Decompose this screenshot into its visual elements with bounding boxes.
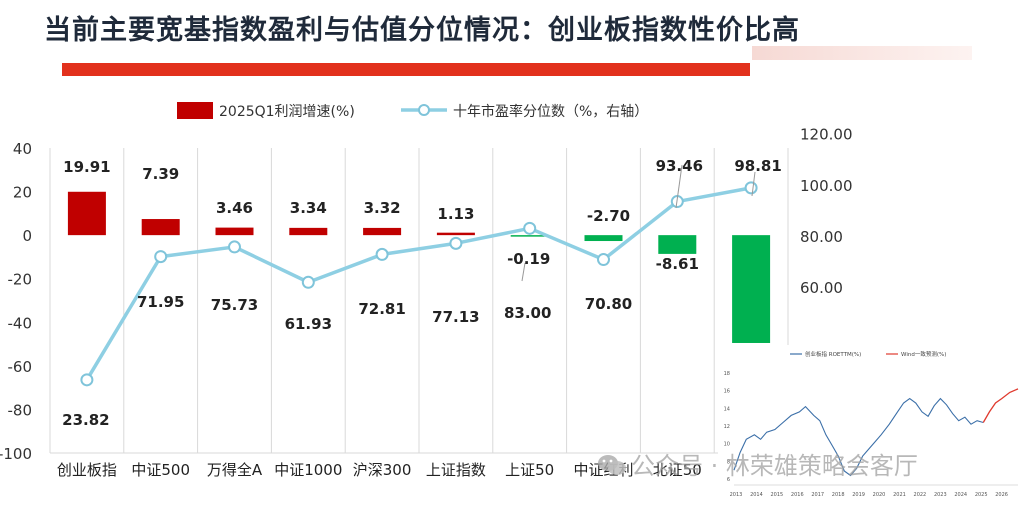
inset-x-tick-label: 2026 [995,492,1008,498]
left-axis-tick-label: 40 [13,140,32,158]
left-axis-tick-label: 20 [13,184,32,202]
line-point [375,247,389,261]
line-data-label: 72.81 [358,300,405,318]
label-leader-line [521,262,526,282]
watermark: 公众号 · 林荣雄策略会客厅 [597,446,918,481]
category-label: 北证50 [653,461,702,479]
inset-y-tick-label: 6 [727,477,730,483]
category-label: 沪深300 [353,461,412,479]
inset-x-tick-label: 2016 [791,492,804,498]
bar [363,227,402,236]
bar [658,235,697,254]
inset-y-tick-label: 16 [724,389,730,395]
left-axis-tick-label: 0 [22,227,32,245]
left-axis-tick-label: -100 [0,445,32,463]
inset-roe-line [733,397,984,477]
inset-x-tick-label: 2023 [934,492,947,498]
left-axis-tick-label: -40 [8,314,33,332]
category-label: 中证1000 [274,461,342,479]
right-axis-tick-label: 80.00 [800,228,843,246]
title-underline-bar [62,63,750,76]
line-series [85,186,752,381]
inset-x-tick-label: 2025 [975,492,988,498]
inset-legend-label: Wind一致预测(%) [901,350,946,358]
inset-forecast-line [982,388,1019,423]
category-label: 中证500 [131,461,190,479]
line-point [228,240,241,254]
line-data-label: 93.46 [656,157,703,175]
inset-x-tick-label: 2022 [914,492,927,498]
category-label: 创业板指 [57,461,117,479]
wechat-icon [598,455,626,475]
bar [141,219,180,236]
right-axis-tick-label: 60.00 [800,279,843,297]
line-data-label: 77.13 [432,308,479,326]
category-label: 万得全A [207,461,263,479]
line-data-label: 61.93 [285,315,332,333]
inset-x-tick-label: 2017 [811,492,824,498]
bar [584,235,623,242]
label-leader-line [751,171,756,197]
line-point [523,221,537,235]
line-data-label: 71.95 [137,293,184,311]
bar [732,235,771,343]
left-axis-tick-label: -80 [8,401,33,419]
bar-data-label: 3.32 [364,199,401,217]
line-point [301,275,315,289]
label-leader-line [675,164,683,209]
bar-data-label: 3.46 [216,199,253,217]
category-label: 上证指数 [426,461,486,479]
left-axis-tick-label: -60 [8,358,33,376]
inset-x-tick-label: 2013 [730,492,743,498]
line-data-label: 23.82 [62,411,109,429]
right-axis-tick-label: 100.00 [800,177,853,195]
legend-bar-swatch [177,102,213,119]
bar-data-label: 1.13 [437,205,474,223]
bar [67,191,106,236]
inset-roe-chart: 18 16 14 12 10 8 6 2013 2014 2015 2016 2017 2018 2019… [718,345,1024,503]
line-point [744,181,758,195]
legend-line-marker [418,104,430,116]
inset-y-tick-label: 12 [724,424,730,430]
line-data-label: 75.73 [211,296,258,314]
bar [436,232,475,236]
watermark-text: 公众号 · 林荣雄策略会客厅 [631,452,918,480]
line-data-label: 70.80 [585,295,632,313]
bar-data-label: 7.39 [142,165,179,183]
legend-bar-label: 2025Q1利润增速(%) [219,104,355,120]
title-accent-fade [752,46,972,60]
line-point [80,373,94,387]
category-label: 上证50 [505,461,554,479]
line-point [449,236,463,250]
line-point [597,253,610,267]
page-title: 当前主要宽基指数盈利与估值分位情况：创业板指数性价比高 [44,15,800,46]
bar-data-label: -8.61 [656,255,699,273]
line-data-label: 98.81 [734,157,781,175]
right-axis-tick-label: 120.00 [800,126,853,144]
inset-x-tick-label: 2019 [852,492,865,498]
inset-y-tick-label: 8 [727,459,730,465]
left-axis-tick-label: -20 [8,271,33,289]
inset-x-tick-label: 2024 [954,492,967,498]
inset-y-tick-label: 14 [724,406,730,412]
inset-x-tick-label: 2020 [873,492,886,498]
legend-line-label: 十年市盈率分位数（%，右轴） [453,103,648,120]
inset-y-tick-label: 10 [724,442,730,448]
bar [215,227,254,236]
bar-data-label: -2.70 [587,207,630,225]
line-point [154,250,168,264]
bar-data-label: 19.91 [63,158,110,176]
inset-x-tick-label: 2014 [750,492,763,498]
inset-x-tick-label: 2015 [770,492,783,498]
inset-y-tick-label: 18 [724,371,730,377]
bar-data-label: 3.34 [290,199,327,217]
inset-x-tick-label: 2018 [832,492,845,498]
bar-data-label: -0.19 [507,250,550,268]
line-data-label: 83.00 [504,304,551,322]
inset-x-tick-label: 2021 [893,492,906,498]
inset-legend-label: 创业板指 ROETTM(%) [805,350,861,358]
bar [289,227,328,236]
bar [510,235,549,237]
